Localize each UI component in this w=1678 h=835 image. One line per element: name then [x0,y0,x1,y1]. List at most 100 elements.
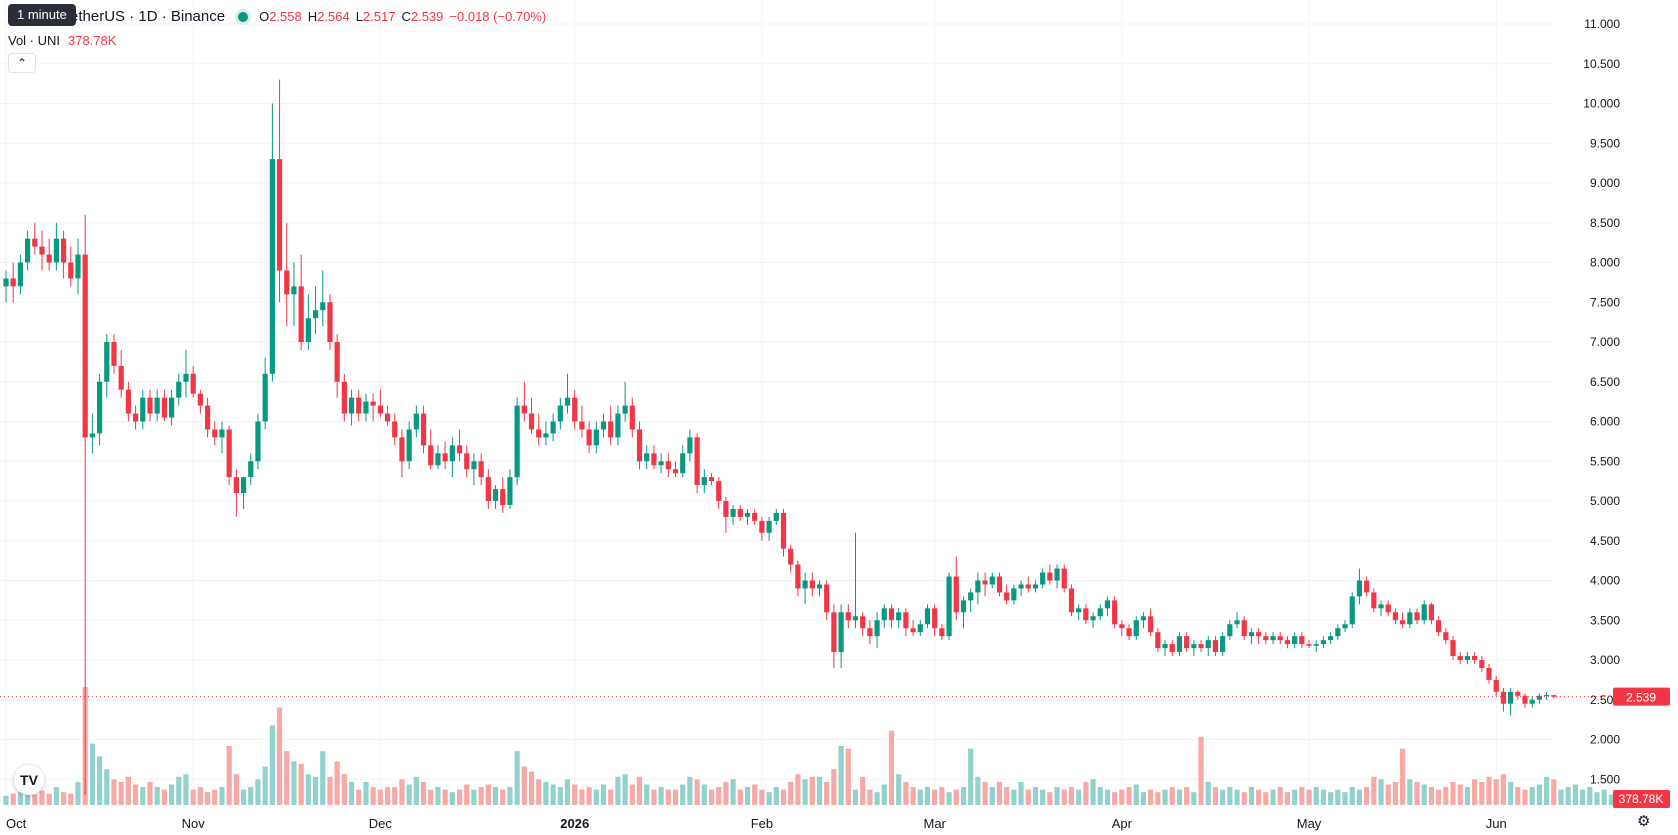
candle [1104,596,1111,617]
candle [89,413,95,454]
candle [723,497,729,533]
candle [1018,580,1024,597]
volume-bar [118,781,124,805]
time-tick-label: May [1297,816,1322,831]
symbol-title[interactable]: etherUS · 1D · Binance [70,8,226,25]
market-status-icon [235,8,252,25]
volume-bar [543,781,549,805]
volume-bar [284,751,290,805]
candle [759,516,765,541]
volume-bar [1493,779,1499,805]
candle [1025,576,1031,593]
candle [1011,584,1017,605]
volume-bar [471,789,477,805]
candle [680,445,686,478]
candle [579,405,585,438]
volume-bar [96,756,103,805]
candle [932,604,938,637]
volume-bar [1025,789,1031,805]
volume-bar [910,787,916,805]
candle [1133,616,1139,641]
volume-bar [190,789,196,805]
volume-bar [1342,792,1348,805]
candle [1263,632,1269,645]
volume-bar [788,781,794,805]
volume-label[interactable]: Vol · UNI [8,33,61,48]
candle [82,214,88,796]
time-tick-label: Jun [1486,816,1507,831]
candle [1428,602,1435,625]
candle [262,357,268,430]
settings-gear-icon[interactable]: ⚙ [1637,813,1651,830]
volume-bar [1320,789,1327,805]
volume-bar [536,779,542,805]
volume-bar [665,789,671,805]
candle [903,608,909,637]
candle [860,612,866,637]
candle [1414,608,1420,625]
volume-bar [384,787,391,805]
volume-bar [24,789,31,805]
volume-bar [1407,779,1413,805]
candle [168,389,175,426]
tradingview-logo-icon[interactable]: TV [14,765,44,795]
candle [363,393,369,422]
volume-bar [1328,792,1334,805]
volume-bar [1572,784,1578,805]
open-value: 2.558 [269,9,302,24]
volume-bar [1400,748,1406,805]
volume-bar [147,781,153,805]
volume-bar [212,789,218,805]
volume-bar [1392,781,1399,805]
volume-bar [831,769,837,805]
candle [1205,636,1211,657]
volume-bar [1162,789,1168,805]
candle [737,504,743,521]
candle [17,254,23,295]
candle [1392,608,1399,625]
candle [219,421,225,454]
low-key: L [355,9,363,24]
candle [104,334,110,398]
volume-bar [1385,784,1391,805]
candle [1522,693,1528,708]
candle [946,572,952,641]
candle [1371,588,1377,613]
volume-bar [1068,787,1075,805]
volume-bar [996,781,1003,805]
candle [1436,616,1442,637]
candle [1169,640,1175,657]
volume-bar [456,789,463,805]
price-tick-label: 3.500 [1590,613,1620,627]
candle [557,397,563,430]
candle [305,294,311,350]
candle [1407,608,1413,629]
volume-bar [413,776,419,805]
candle [1536,693,1543,704]
candle [1472,652,1478,664]
candle [39,230,45,271]
candle [140,389,146,430]
candle [852,532,859,629]
candle [1508,687,1514,716]
volume-bar [1536,784,1543,805]
candle [1076,604,1082,621]
volume-bar [176,776,182,805]
candle [1421,600,1427,625]
volume-bar [363,781,369,805]
candle [1140,612,1147,629]
open-key: O [259,9,270,24]
candle [406,421,412,470]
candle [68,246,74,287]
collapse-legend-button[interactable]: ⌃ [8,53,36,73]
candle [881,604,887,629]
volume-bar [1608,794,1614,805]
candle [1551,694,1557,699]
candle [1500,687,1507,712]
candle [348,389,355,426]
candle [471,453,477,486]
candle [816,580,823,597]
price-tick-label: 7.500 [1590,295,1620,309]
candle [917,620,923,637]
